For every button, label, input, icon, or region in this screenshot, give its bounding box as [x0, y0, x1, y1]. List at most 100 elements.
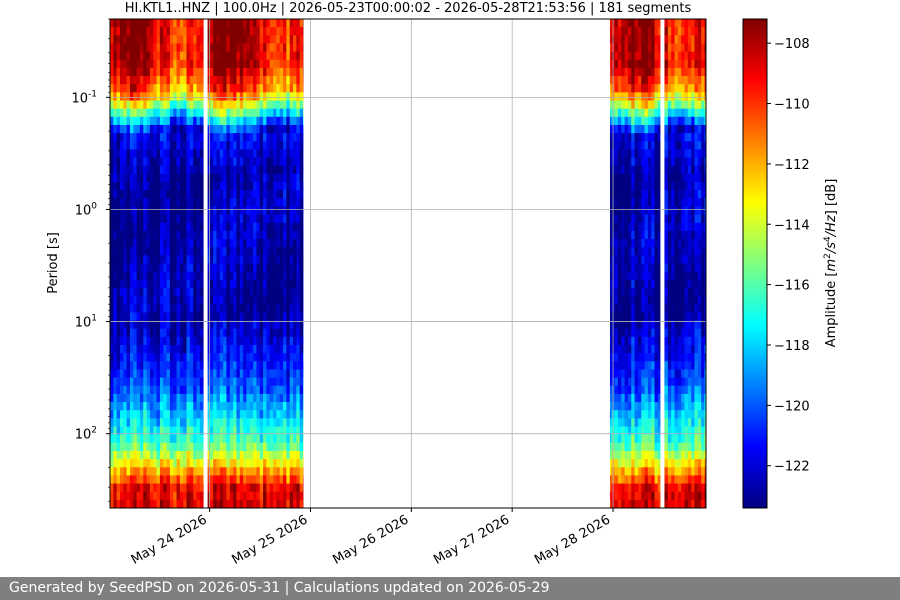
- heatmap-cell: [133, 182, 138, 191]
- heatmap-cell: [189, 296, 194, 305]
- heatmap-cell: [256, 483, 261, 493]
- heatmap-cell: [279, 410, 284, 419]
- heatmap-cell: [223, 304, 228, 313]
- heatmap-cell: [156, 173, 161, 183]
- heatmap-cell: [110, 133, 114, 142]
- heatmap-cell: [681, 35, 686, 45]
- heatmap-cell: [156, 336, 161, 346]
- heatmap-cell: [279, 92, 284, 102]
- heatmap-cell: [139, 418, 144, 428]
- heatmap-cell: [146, 475, 151, 485]
- heatmap-cell: [139, 287, 144, 297]
- heatmap-cell: [293, 287, 297, 297]
- heatmap-cell: [189, 19, 194, 28]
- heatmap-cell: [637, 182, 642, 191]
- heatmap-cell: [684, 336, 689, 346]
- heatmap-cell: [193, 304, 198, 313]
- heatmap-cell: [253, 149, 258, 159]
- heatmap-cell: [681, 434, 686, 444]
- heatmap-cell: [149, 100, 154, 110]
- heatmap-cell: [684, 230, 689, 240]
- heatmap-cell: [189, 255, 194, 265]
- heatmap-cell: [209, 418, 214, 428]
- heatmap-cell: [273, 475, 277, 485]
- heatmap-cell: [176, 296, 181, 305]
- heatmap-cell: [146, 92, 151, 102]
- heatmap-cell: [243, 165, 248, 175]
- heatmap-cell: [644, 182, 649, 191]
- heatmap-cell: [614, 402, 619, 411]
- heatmap-cell: [223, 345, 228, 354]
- heatmap-cell: [236, 190, 241, 199]
- heatmap-cell: [196, 402, 201, 411]
- heatmap-cell: [219, 59, 224, 69]
- heatmap-cell: [110, 459, 114, 468]
- heatmap-cell: [116, 369, 121, 379]
- heatmap-cell: [677, 59, 682, 69]
- heatmap-cell: [259, 483, 264, 493]
- heatmap-cell: [223, 426, 228, 436]
- heatmap-cell: [677, 149, 682, 159]
- heatmap-cell: [681, 475, 686, 485]
- heatmap-cell: [229, 27, 234, 36]
- heatmap-cell: [149, 230, 154, 240]
- heatmap-cell: [617, 165, 622, 175]
- heatmap-cell: [644, 206, 649, 216]
- heatmap-cell: [226, 296, 231, 305]
- heatmap-cell: [657, 320, 662, 330]
- heatmap-cell: [667, 442, 672, 452]
- heatmap-cell: [199, 230, 204, 240]
- heatmap-cell: [186, 239, 191, 248]
- heatmap-cell: [179, 361, 184, 371]
- heatmap-cell: [246, 434, 251, 444]
- heatmap-cell: [614, 263, 619, 273]
- heatmap-cell: [256, 385, 261, 395]
- heatmap-cell: [133, 27, 138, 36]
- heatmap-cell: [614, 491, 619, 501]
- heatmap-cell: [189, 116, 194, 126]
- heatmap-cell: [631, 51, 636, 61]
- heatmap-cell: [621, 369, 626, 379]
- heatmap-cell: [256, 442, 261, 452]
- heatmap-cell: [173, 410, 178, 419]
- heatmap-cell: [159, 59, 164, 69]
- heatmap-cell: [146, 116, 151, 126]
- heatmap-cell: [621, 426, 626, 436]
- heatmap-cell: [651, 483, 656, 493]
- heatmap-cell: [631, 304, 636, 313]
- heatmap-cell: [183, 499, 188, 508]
- heatmap-cell: [263, 393, 268, 403]
- heatmap-cell: [253, 271, 258, 281]
- heatmap-cell: [219, 27, 224, 36]
- heatmap-cell: [674, 418, 679, 428]
- heatmap-cell: [183, 133, 188, 142]
- heatmap-cell: [256, 116, 261, 126]
- heatmap-cell: [269, 255, 274, 265]
- heatmap-cell: [153, 475, 158, 485]
- heatmap-cell: [136, 353, 141, 362]
- heatmap-cell: [296, 59, 301, 69]
- heatmap-cell: [677, 287, 682, 297]
- heatmap-cell: [269, 320, 274, 330]
- heatmap-cell: [296, 198, 301, 208]
- heatmap-cell: [199, 296, 204, 305]
- heatmap-cell: [253, 328, 258, 338]
- heatmap-cell: [637, 173, 642, 183]
- heatmap-cell: [296, 230, 301, 240]
- heatmap-cell: [657, 100, 662, 110]
- heatmap-cell: [199, 214, 204, 224]
- heatmap-cell: [654, 35, 659, 45]
- heatmap-cell: [226, 108, 231, 118]
- heatmap-cell: [163, 149, 168, 159]
- heatmap-cell: [209, 84, 214, 93]
- heatmap-cell: [216, 198, 221, 208]
- heatmap-cell: [133, 214, 138, 224]
- heatmap-cell: [677, 198, 682, 208]
- heatmap-cell: [269, 141, 274, 150]
- heatmap-cell: [189, 434, 194, 444]
- heatmap-cell: [119, 124, 124, 134]
- heatmap-cell: [279, 385, 284, 395]
- heatmap-cell: [627, 304, 632, 313]
- heatmap-cell: [196, 173, 201, 183]
- heatmap-cell: [119, 35, 124, 45]
